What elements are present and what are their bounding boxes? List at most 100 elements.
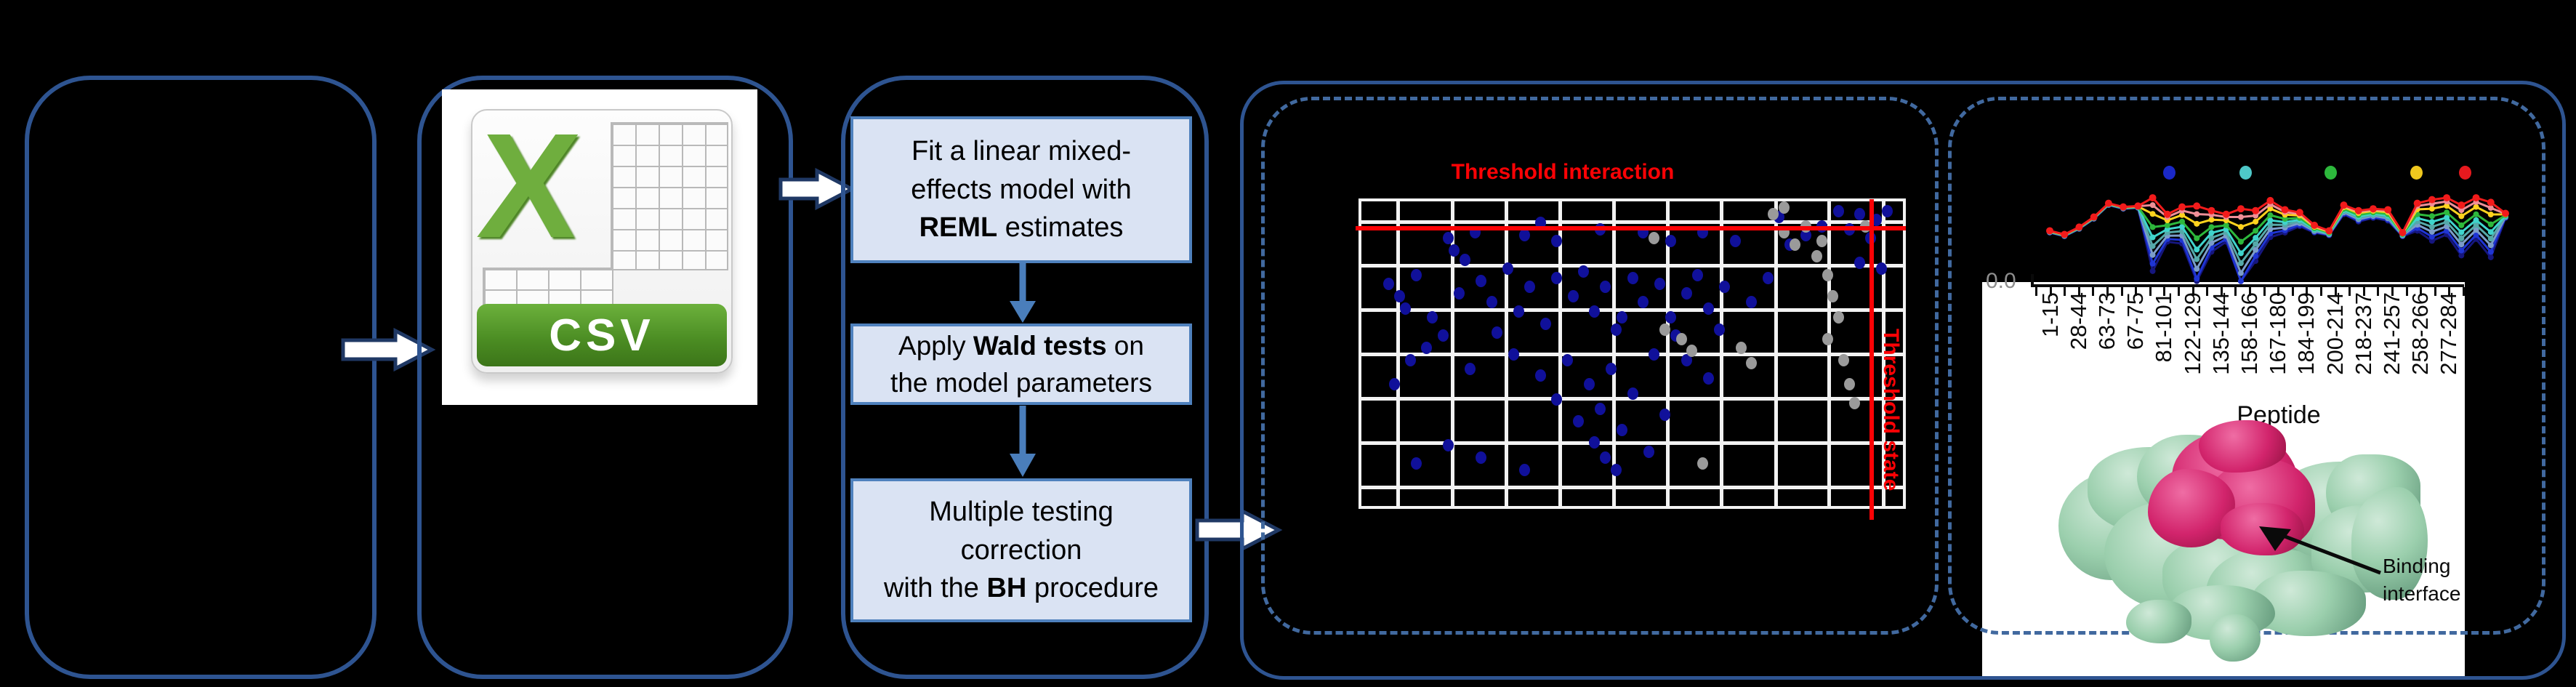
axis-tick [2106, 287, 2109, 296]
axis-tick [2234, 287, 2237, 296]
scatter-dot [1518, 229, 1530, 242]
uptake-line-chart [2046, 194, 2509, 284]
uptake-marker [2473, 204, 2479, 210]
step-fit-lmm: Fit a linear mixed-effects model with REM… [850, 116, 1192, 263]
binding-interface-arrow [2259, 526, 2381, 575]
scatter-dot [1594, 402, 1606, 415]
scatter-dot-excluded [1686, 345, 1698, 358]
axis-tick [2035, 287, 2037, 296]
uptake-marker [2267, 212, 2274, 219]
scatter-dot [1854, 207, 1866, 220]
panel-threshold-plot [1261, 97, 1939, 635]
scatter-dot [1611, 463, 1622, 476]
scatter-dot-excluded [1779, 201, 1790, 214]
uptake-marker [2179, 218, 2186, 225]
scatter-dot [1616, 424, 1627, 437]
uptake-marker [2443, 194, 2451, 202]
scatter-dot [1540, 317, 1552, 330]
uptake-marker [2149, 243, 2156, 249]
uptake-marker [2237, 270, 2244, 276]
uptake-marker [2487, 212, 2494, 218]
grid-line-horizontal [1361, 441, 1903, 445]
scatter-dot [1421, 342, 1433, 355]
uptake-marker [2458, 229, 2465, 236]
axis-tick [2064, 287, 2066, 296]
uptake-marker [2384, 206, 2392, 214]
scatter-dot [1702, 302, 1714, 315]
uptake-marker [2208, 217, 2215, 223]
axis-tick-label: 258-266 [2407, 292, 2434, 375]
scatter-dot [1881, 204, 1893, 217]
x-axis-line [2031, 284, 2464, 287]
scatter-dot [1713, 323, 1725, 336]
axis-tick [2263, 287, 2266, 296]
scatter-dot [1459, 253, 1470, 266]
uptake-marker [2473, 232, 2479, 238]
uptake-marker [2194, 256, 2200, 262]
axis-tick-label: 241-257 [2379, 292, 2404, 375]
scatter-dot-excluded [1827, 289, 1839, 302]
uptake-marker [2399, 228, 2407, 236]
axis-tick-label: 122-129 [2179, 292, 2205, 375]
uptake-marker [2458, 235, 2465, 241]
uptake-marker [2428, 219, 2435, 225]
uptake-marker [2473, 227, 2479, 233]
scatter-dot [1492, 326, 1503, 340]
scatter-dot [1681, 353, 1692, 366]
axis-tick [2049, 287, 2052, 296]
scatter-dot [1465, 363, 1476, 376]
uptake-marker [2149, 202, 2156, 209]
scatter-dot [1876, 262, 1888, 276]
scatter-dot [1518, 463, 1530, 476]
threshold-interaction-line [1356, 226, 1906, 230]
scatter-dot [1383, 278, 1395, 291]
csv-label: CSV [549, 310, 655, 361]
axis-tick [2178, 287, 2180, 296]
legend-dot [2459, 166, 2471, 180]
scatter-dot [1443, 439, 1454, 452]
uptake-marker [2194, 235, 2200, 241]
uptake-marker [2208, 235, 2215, 241]
uptake-marker [2266, 196, 2274, 204]
uptake-marker [2164, 222, 2170, 228]
uptake-marker [2487, 249, 2494, 255]
uptake-marker [2193, 202, 2201, 210]
scatter-dot-excluded [1746, 357, 1758, 370]
threshold-scatter-plot [1359, 198, 1906, 509]
axis-tick-label: 277-284 [2436, 292, 2462, 375]
panel-statistics [841, 76, 1209, 679]
axis-tick [2206, 287, 2209, 296]
axis-tick-label: 63-73 [2094, 292, 2120, 350]
scatter-dot-excluded [1822, 332, 1833, 345]
uptake-marker [2487, 236, 2494, 242]
uptake-marker [2178, 203, 2186, 211]
axis-tick [2120, 287, 2123, 296]
uptake-marker [2046, 227, 2053, 235]
scatter-dot [1502, 262, 1514, 276]
scatter-dot [1399, 302, 1411, 315]
threshold-state-line [1869, 199, 1874, 520]
uptake-marker [2413, 199, 2421, 207]
axis-tick-label: 200-214 [2322, 292, 2348, 375]
scatter-dot [1643, 445, 1654, 458]
axis-tick [2320, 287, 2322, 296]
axis-tick-label: 81-101 [2151, 292, 2177, 363]
axis-tick [2362, 287, 2365, 296]
scatter-dot [1600, 281, 1611, 294]
scatter-dot [1508, 347, 1519, 361]
scatter-dot [1638, 296, 1649, 309]
axis-tick [2348, 287, 2351, 296]
uptake-marker [2282, 216, 2288, 222]
scatter-dot [1659, 409, 1671, 422]
scatter-dot [1665, 311, 1676, 324]
axis-tick-label: 184-199 [2293, 292, 2319, 375]
scatter-dot-excluded [1843, 378, 1855, 391]
uptake-marker [2194, 220, 2200, 227]
scatter-dot [1583, 378, 1595, 391]
scatter-dot-excluded [1790, 238, 1800, 251]
axis-tick [2092, 287, 2095, 296]
scatter-dot [1388, 378, 1400, 391]
scatter-dot [1730, 235, 1742, 248]
axis-tick-label: 1-15 [2037, 292, 2063, 338]
axis-tick-label: 158-166 [2237, 292, 2262, 375]
